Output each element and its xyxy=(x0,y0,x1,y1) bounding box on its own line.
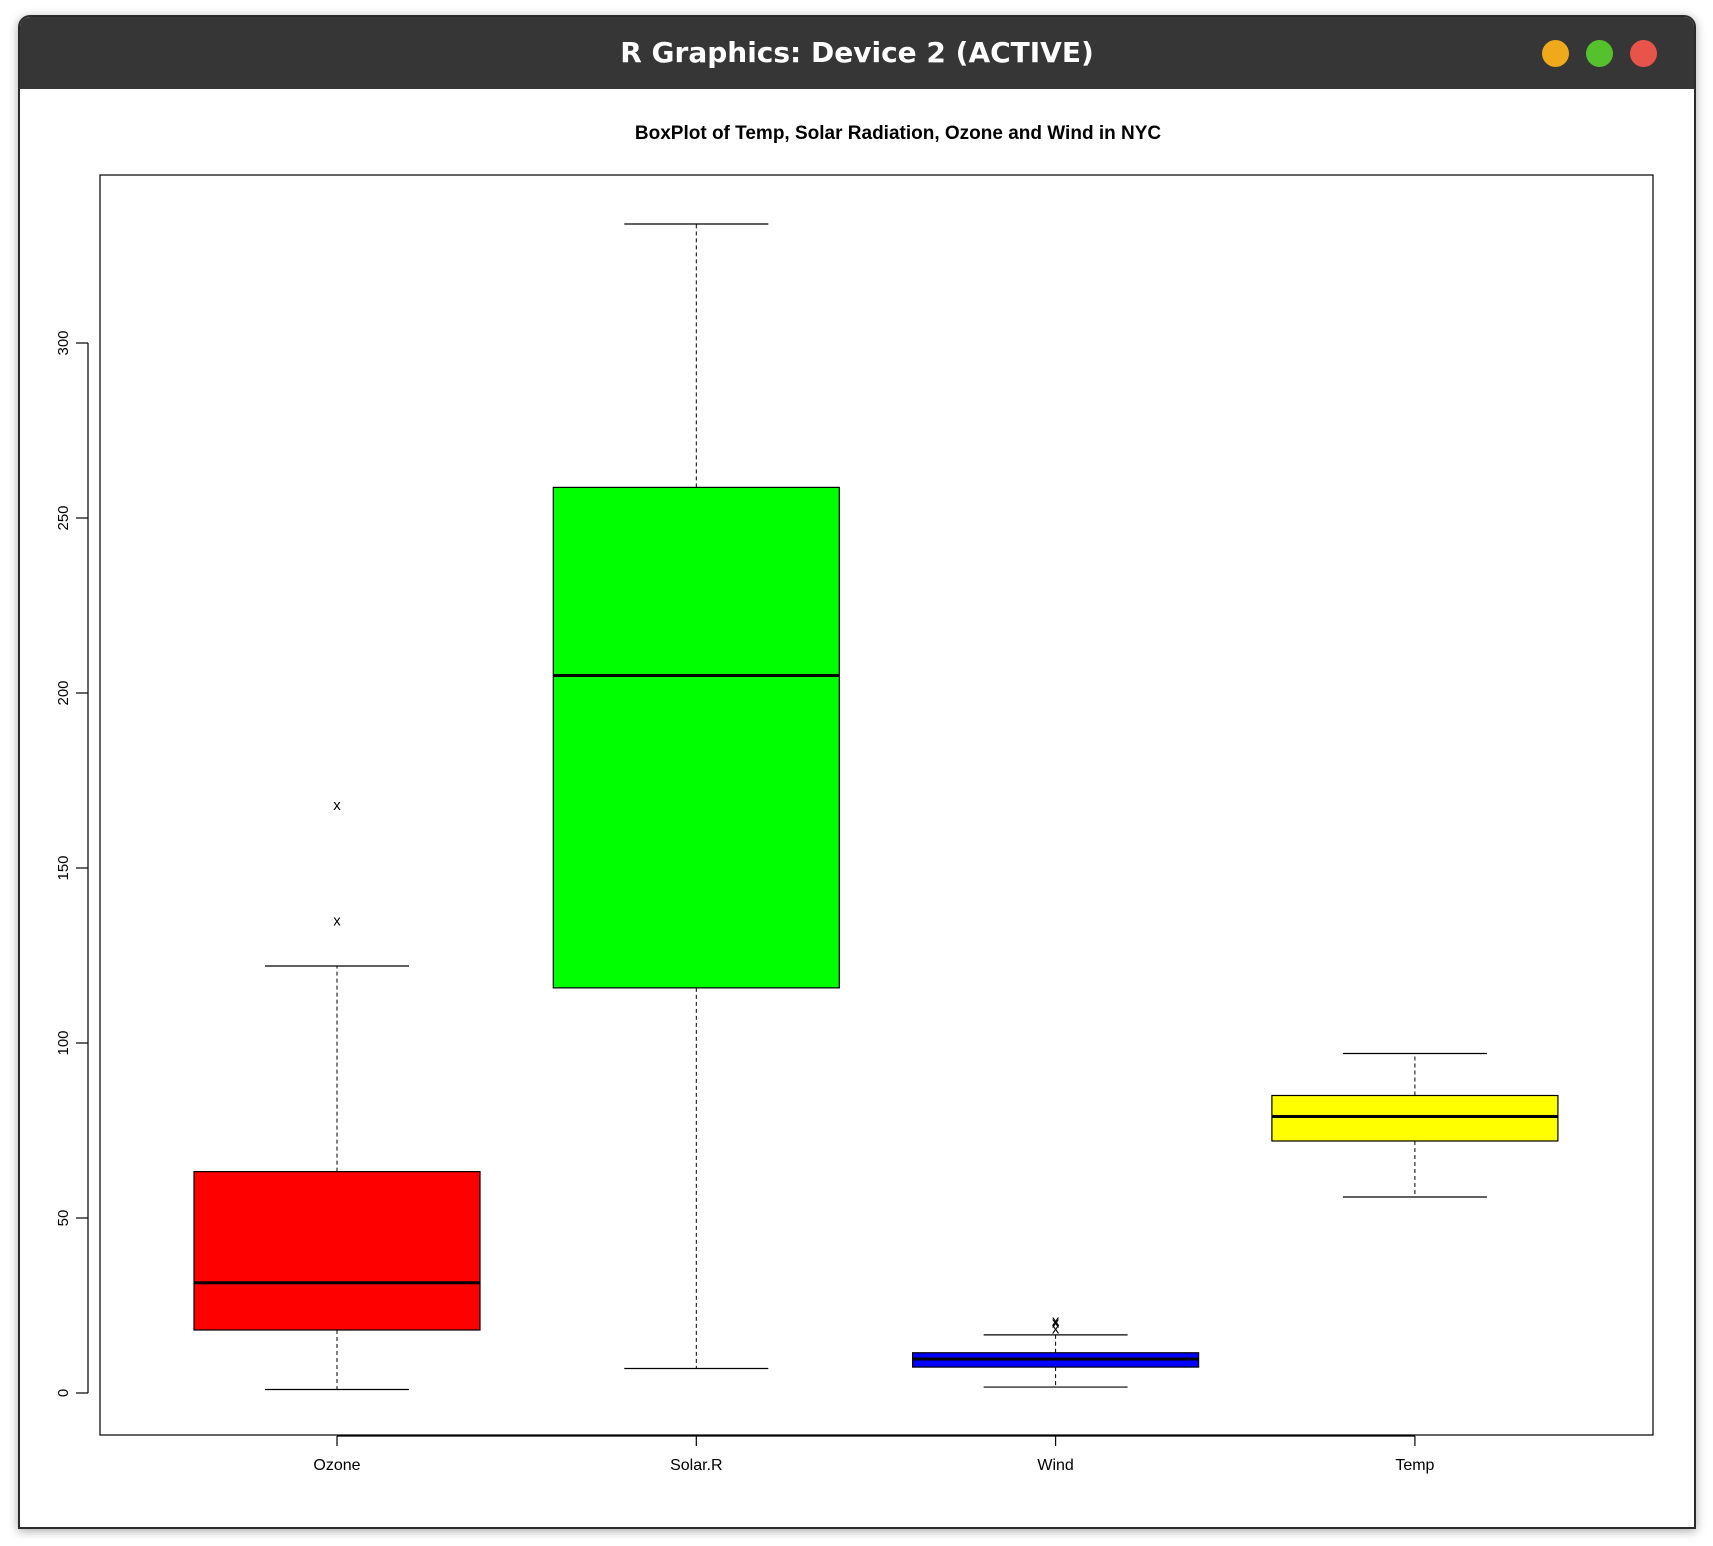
x-tick-label-solar-r: Solar.R xyxy=(670,1457,722,1474)
outlier-point: x xyxy=(1052,1321,1060,1338)
r-graphics-window: R Graphics: Device 2 (ACTIVE) BoxPlot of… xyxy=(18,15,1696,1529)
y-tick-label: 300 xyxy=(55,330,72,355)
y-tick-label: 100 xyxy=(55,1030,72,1055)
maximize-button[interactable] xyxy=(1586,40,1613,67)
outlier-point: x xyxy=(333,913,341,930)
close-button[interactable] xyxy=(1630,40,1657,67)
y-tick-label: 0 xyxy=(55,1389,72,1397)
window-titlebar[interactable]: R Graphics: Device 2 (ACTIVE) xyxy=(20,17,1694,89)
y-tick-label: 50 xyxy=(55,1210,72,1227)
x-tick-label-temp: Temp xyxy=(1395,1457,1434,1474)
box-temp xyxy=(1271,1094,1559,1142)
outlier-point: x xyxy=(1052,1315,1060,1332)
y-tick-label: 200 xyxy=(55,680,72,705)
x-tick-label-wind: Wind xyxy=(1037,1457,1073,1474)
boxplot-chart: BoxPlot of Temp, Solar Radiation, Ozone … xyxy=(55,123,1654,1474)
box-solar-r xyxy=(552,486,840,989)
chart-title: BoxPlot of Temp, Solar Radiation, Ozone … xyxy=(635,123,1161,144)
plot-area: BoxPlot of Temp, Solar Radiation, Ozone … xyxy=(20,89,1694,1527)
outlier-point: x xyxy=(333,797,341,814)
outlier-point: x xyxy=(1052,1313,1060,1330)
box-ozone xyxy=(193,1171,481,1331)
window-title: R Graphics: Device 2 (ACTIVE) xyxy=(620,36,1094,69)
y-tick-label: 150 xyxy=(55,855,72,880)
minimize-button[interactable] xyxy=(1542,40,1569,67)
x-tick-label-ozone: Ozone xyxy=(313,1457,360,1474)
plot-frame xyxy=(99,174,1654,1436)
y-tick-label: 250 xyxy=(55,505,72,530)
